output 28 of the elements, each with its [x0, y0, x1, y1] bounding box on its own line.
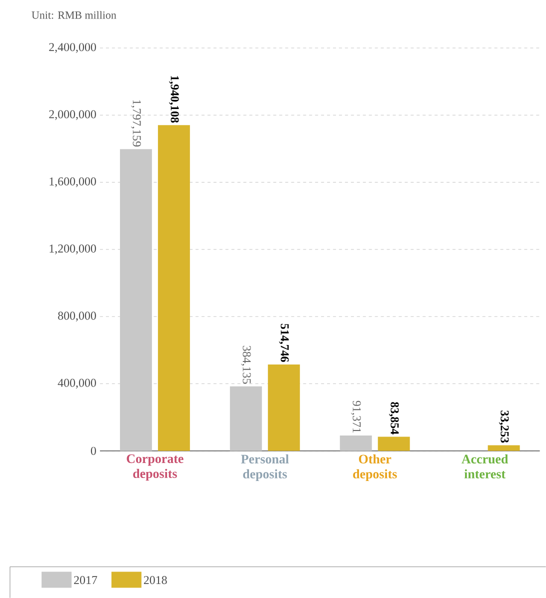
y-tick-label: 1,200,000 [50, 244, 96, 254]
x-tick-label: Personal deposits [241, 454, 289, 482]
data-label: 514,746 [279, 324, 289, 362]
bar [230, 386, 262, 451]
bar [378, 436, 410, 451]
bar [340, 436, 372, 451]
data-label: 91,371 [351, 400, 361, 433]
data-label: 384,135 [241, 346, 251, 384]
bar [120, 149, 152, 451]
y-axis-title: Unit: RMB million [32, 11, 116, 19]
y-tick-label: 400,000 [58, 378, 96, 389]
bar [158, 125, 190, 451]
bar [488, 445, 520, 451]
x-tick-label: Corporate deposits [126, 454, 184, 481]
y-tick-label: 2,000,000 [49, 110, 96, 120]
y-tick-label: 2,400,000 [49, 43, 96, 53]
x-tick-label: Other deposits [353, 454, 397, 482]
y-tick-label: 0 [90, 446, 96, 455]
data-label: 1,940,108 [169, 76, 179, 123]
legend-label: 2018 [144, 576, 167, 584]
x-tick-label: Accrued interest [462, 454, 508, 478]
data-label: 33,253 [498, 410, 509, 443]
data-label: 83,854 [388, 402, 399, 434]
data-label: 1,797,159 [131, 100, 141, 146]
y-tick-label: 800,000 [58, 312, 96, 322]
y-tick-label: 1,600,000 [50, 177, 96, 188]
bar [268, 364, 300, 451]
legend-label: 2017 [74, 576, 98, 584]
